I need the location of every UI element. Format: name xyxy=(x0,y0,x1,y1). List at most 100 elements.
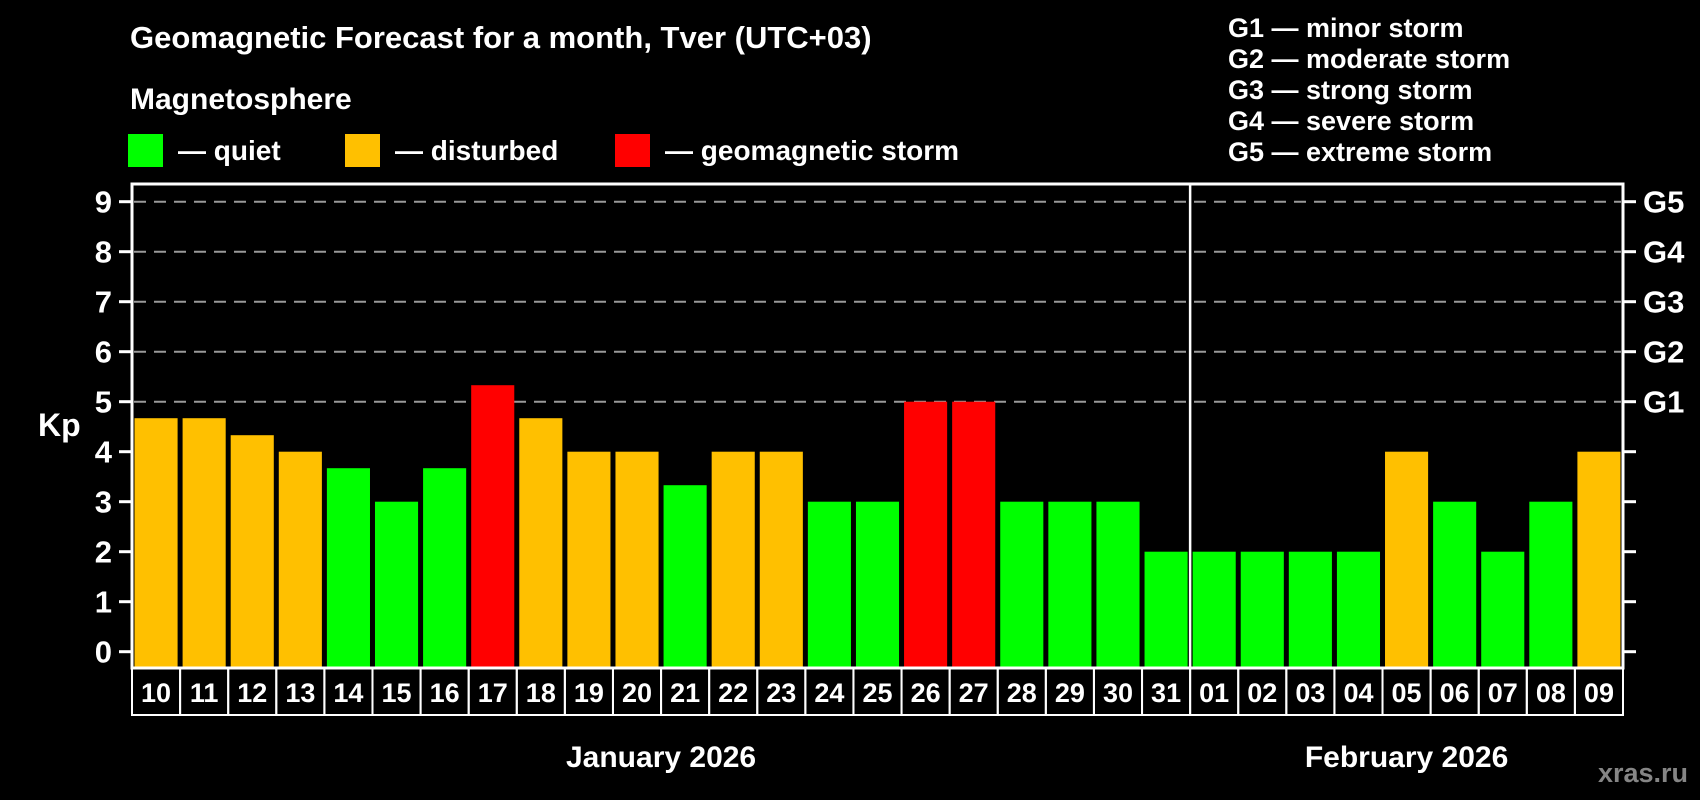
date-label: 10 xyxy=(141,678,171,708)
date-cell xyxy=(1573,667,1624,716)
kp-bar xyxy=(374,501,419,668)
kp-bar xyxy=(519,418,563,668)
y-tick-label: 8 xyxy=(95,235,112,270)
kp-bar xyxy=(471,385,515,668)
legend-item-storm: — geomagnetic storm xyxy=(615,134,959,167)
kp-bar xyxy=(1336,551,1381,668)
kp-bar xyxy=(1192,551,1236,668)
storm-color-swatch xyxy=(615,134,650,167)
date-label: 05 xyxy=(1392,678,1422,708)
legend-item-disturbed: — disturbed xyxy=(345,134,558,167)
g-scale-legend: G1 — minor storm G2 — moderate storm G3 … xyxy=(1228,13,1510,168)
date-label: 09 xyxy=(1584,678,1614,708)
y-tick-label: 0 xyxy=(95,635,112,670)
date-label: 26 xyxy=(911,678,941,708)
g-scale-line-g2: G2 — moderate storm xyxy=(1228,44,1511,74)
kp-bar xyxy=(326,468,370,668)
y-axis-label: Kp xyxy=(38,407,81,443)
kp-bar xyxy=(423,468,467,668)
date-label: 19 xyxy=(574,678,604,708)
kp-bar xyxy=(1385,451,1429,668)
kp-bar xyxy=(230,435,274,668)
legend-item-quiet: — quiet xyxy=(128,134,281,167)
y-tick-label: 4 xyxy=(95,435,113,470)
g-scale-axis-label: G3 xyxy=(1643,285,1684,320)
date-label: 14 xyxy=(333,678,363,708)
legend-label-quiet: — quiet xyxy=(178,134,281,166)
date-label: 22 xyxy=(718,678,748,708)
date-label: 02 xyxy=(1247,678,1277,708)
y-tick-label: 7 xyxy=(95,285,112,320)
g-scale-axis-label: G2 xyxy=(1643,335,1684,370)
kp-bar xyxy=(952,401,996,668)
kp-bar xyxy=(1048,501,1092,668)
kp-bar xyxy=(278,451,322,668)
date-label: 01 xyxy=(1199,678,1229,708)
y-tick-label: 9 xyxy=(95,185,112,220)
kp-bar xyxy=(615,451,659,668)
y-tick-label: 6 xyxy=(95,335,112,370)
g-scale-line-g1: G1 — minor storm xyxy=(1228,13,1464,43)
quiet-color-swatch xyxy=(128,134,163,167)
kp-bar xyxy=(663,485,707,668)
y-tick-label: 3 xyxy=(95,485,112,520)
legend-label-storm: — geomagnetic storm xyxy=(665,134,960,166)
date-label: 03 xyxy=(1295,678,1325,708)
g-scale-line-g3: G3 — strong storm xyxy=(1228,75,1473,105)
date-label: 29 xyxy=(1055,678,1085,708)
kp-bar xyxy=(567,451,611,668)
month-label: January 2026 xyxy=(566,741,756,774)
kp-bar xyxy=(1240,551,1284,668)
kp-bar xyxy=(1529,501,1573,668)
date-label: 21 xyxy=(670,678,700,708)
date-label: 31 xyxy=(1151,678,1181,708)
g-scale-axis-label: G4 xyxy=(1643,235,1685,270)
kp-bar xyxy=(1577,451,1621,668)
date-label: 17 xyxy=(478,678,508,708)
kp-bar xyxy=(182,418,226,668)
kp-bar xyxy=(711,451,755,668)
y-tick-label: 1 xyxy=(95,585,112,620)
date-label: 24 xyxy=(814,678,844,708)
month-label: February 2026 xyxy=(1305,741,1508,774)
date-label: 23 xyxy=(766,678,796,708)
date-label: 25 xyxy=(862,678,892,708)
kp-bar xyxy=(1000,501,1044,668)
y-tick-label: 2 xyxy=(95,535,112,570)
date-label: 04 xyxy=(1343,678,1373,708)
y-tick-label: 5 xyxy=(95,385,112,420)
date-label: 27 xyxy=(959,678,989,708)
kp-bar xyxy=(1096,501,1140,668)
magnetosphere-subtitle: Magnetosphere xyxy=(130,83,352,116)
date-label: 18 xyxy=(526,678,556,708)
date-label: 20 xyxy=(622,678,652,708)
disturbed-color-swatch xyxy=(345,134,380,167)
date-label: 13 xyxy=(285,678,315,708)
kp-bar xyxy=(1144,551,1188,668)
kp-bar xyxy=(1433,501,1477,668)
g-scale-line-g5: G5 — extreme storm xyxy=(1228,137,1493,167)
kp-bar xyxy=(759,451,803,668)
g-scale-axis-label: G1 xyxy=(1643,385,1684,420)
date-label: 06 xyxy=(1440,678,1470,708)
date-label: 11 xyxy=(190,678,219,708)
date-label: 28 xyxy=(1007,678,1037,708)
kp-bar xyxy=(1288,551,1332,668)
kp-bar xyxy=(1481,551,1525,668)
date-label: 16 xyxy=(430,678,460,708)
date-label: 12 xyxy=(237,678,267,708)
date-label: 08 xyxy=(1536,678,1566,708)
g-scale-axis-label: G5 xyxy=(1643,185,1684,220)
kp-bar xyxy=(807,501,851,668)
kp-bar xyxy=(904,401,948,668)
page-title: Geomagnetic Forecast for a month, Tver (… xyxy=(130,20,872,55)
kp-bar xyxy=(134,418,178,668)
date-label: 15 xyxy=(382,678,412,708)
legend-label-disturbed: — disturbed xyxy=(395,134,559,166)
xras-watermark[interactable]: xras.ru xyxy=(1597,758,1688,788)
kp-bar xyxy=(855,501,900,668)
g-scale-line-g4: G4 — severe storm xyxy=(1228,106,1475,136)
date-label: 30 xyxy=(1103,678,1133,708)
